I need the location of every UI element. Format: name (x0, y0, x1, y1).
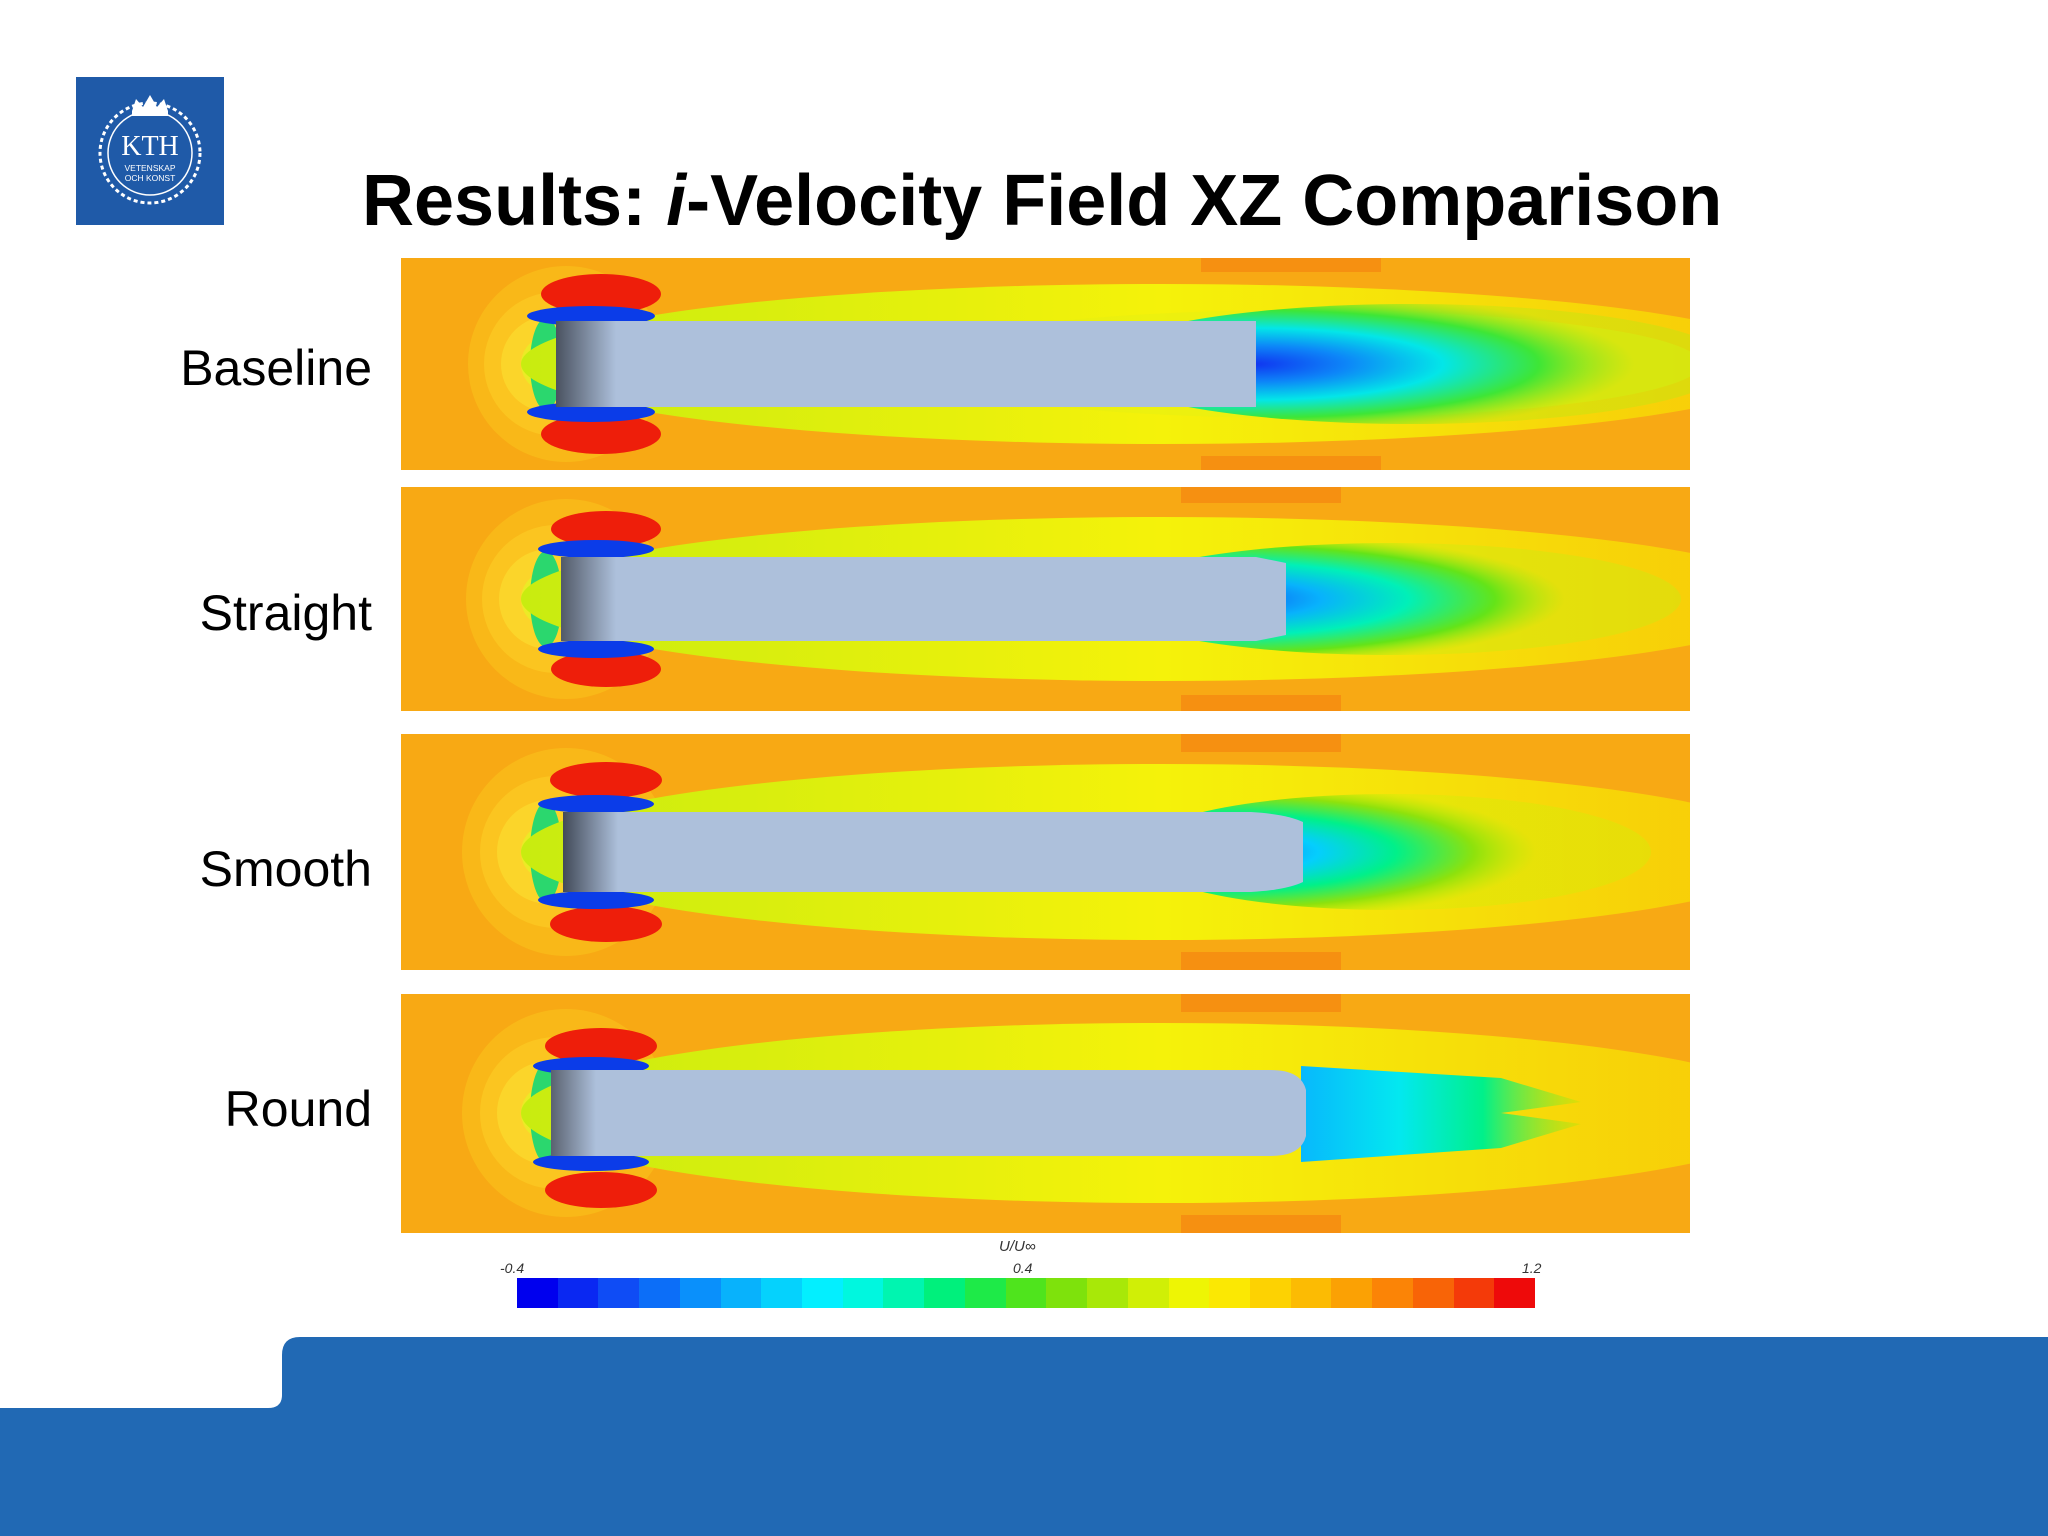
title-italic: i (666, 161, 687, 241)
colorbar-mid-label: 0.4 (1013, 1260, 1033, 1276)
case-label-round: Round (224, 1081, 372, 1137)
colorbar-swatch (1331, 1278, 1373, 1308)
colorbar-swatch (517, 1278, 558, 1308)
colorbar: U/U∞ -0.4 0.4 1.2 (500, 1234, 1560, 1314)
colorbar-swatch (1412, 1278, 1454, 1308)
colorbar-swatch (842, 1278, 884, 1308)
colorbar-swatch (1046, 1278, 1088, 1308)
slide-title: Results: i-Velocity Field XZ Comparison (362, 158, 1722, 244)
velocity-field-panel-smooth (401, 734, 1690, 970)
colorbar-swatch (964, 1278, 1006, 1308)
case-label-smooth: Smooth (199, 841, 372, 897)
velocity-field-panel-round (401, 994, 1690, 1233)
colorbar-gradient (517, 1278, 1535, 1308)
colorbar-swatch (639, 1278, 680, 1308)
colorbar-title: U/U∞ (999, 1238, 1036, 1255)
colorbar-swatch (679, 1278, 721, 1308)
title-prefix: Results: (362, 161, 667, 241)
colorbar-swatch (1168, 1278, 1210, 1308)
case-label-baseline: Baseline (180, 340, 372, 396)
logo-text: KTH (121, 131, 179, 162)
velocity-field-panel-straight (401, 487, 1690, 711)
colorbar-swatch (802, 1278, 843, 1308)
logo-subtext-1: VETENSKAP (124, 163, 175, 173)
colorbar-swatch (1372, 1278, 1413, 1308)
logo-subtext-2: OCH KONST (125, 173, 176, 183)
colorbar-swatch (924, 1278, 965, 1308)
colorbar-swatch (883, 1278, 925, 1308)
colorbar-swatch (1453, 1278, 1495, 1308)
colorbar-swatch (1290, 1278, 1332, 1308)
colorbar-min-label: -0.4 (500, 1260, 525, 1276)
colorbar-swatch (1249, 1278, 1291, 1308)
velocity-field-panel-baseline (401, 258, 1690, 470)
title-suffix: -Velocity Field XZ Comparison (686, 161, 1723, 241)
colorbar-swatch (1494, 1278, 1535, 1308)
colorbar-swatch (1209, 1278, 1250, 1308)
colorbar-max-label: 1.2 (1522, 1260, 1542, 1276)
case-label-straight: Straight (199, 585, 372, 641)
footer-band (0, 1337, 2048, 1536)
colorbar-swatch (557, 1278, 599, 1308)
kth-logo: KTH VETENSKAP OCH KONST (76, 77, 224, 225)
colorbar-swatch (1005, 1278, 1047, 1308)
colorbar-swatch (1087, 1278, 1128, 1308)
colorbar-swatch (598, 1278, 640, 1308)
colorbar-swatch (761, 1278, 803, 1308)
colorbar-swatch (720, 1278, 762, 1308)
colorbar-swatch (1127, 1278, 1169, 1308)
kth-logo-emblem: KTH VETENSKAP OCH KONST (98, 95, 202, 205)
